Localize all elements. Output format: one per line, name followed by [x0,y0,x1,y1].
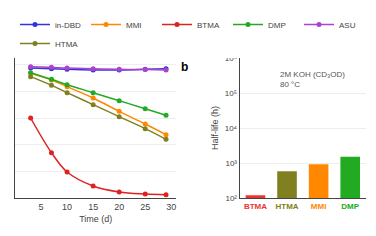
svg-text:MMI: MMI [311,202,327,211]
svg-text:Half-life (h): Half-life (h) [210,106,220,150]
svg-text:in-DBD: in-DBD [55,21,81,30]
svg-text:10⁴: 10⁴ [225,124,238,133]
svg-text:Time (d): Time (d) [79,214,112,224]
svg-text:30: 30 [166,202,176,212]
svg-text:10⁶: 10⁶ [224,53,237,63]
svg-text:15: 15 [88,202,98,212]
svg-text:HTMA: HTMA [55,40,78,49]
svg-text:HTMA: HTMA [275,202,298,211]
svg-text:2M KOH (CD₃OD)80 °C: 2M KOH (CD₃OD)80 °C [280,70,345,89]
svg-text:ASU: ASU [339,21,356,30]
svg-text:10²: 10² [225,194,237,203]
svg-text:10: 10 [62,202,72,212]
svg-text:MMI: MMI [126,21,142,30]
svg-text:5: 5 [39,202,44,212]
svg-text:BTMA: BTMA [244,202,267,211]
svg-text:10⁵: 10⁵ [225,89,237,98]
svg-text:DMP: DMP [341,202,359,211]
svg-text:20: 20 [114,202,124,212]
svg-text:DMP: DMP [268,21,286,30]
svg-text:b: b [181,60,188,74]
svg-text:25: 25 [140,202,150,212]
svg-text:BTMA: BTMA [197,21,220,30]
svg-text:10³: 10³ [225,159,237,168]
